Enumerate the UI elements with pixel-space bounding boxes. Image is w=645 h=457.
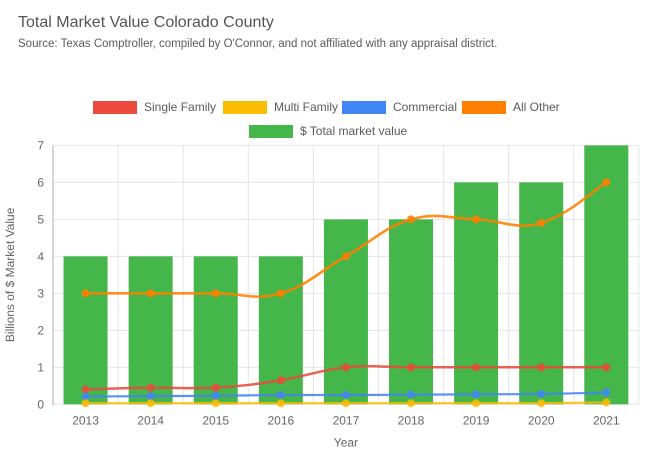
svg-text:Billions of $ Market Value: Billions of $ Market Value	[3, 207, 17, 342]
svg-text:2020: 2020	[528, 413, 555, 427]
svg-text:6: 6	[37, 175, 44, 189]
svg-text:2016: 2016	[267, 413, 294, 427]
svg-text:2: 2	[37, 323, 44, 337]
svg-text:4: 4	[37, 249, 44, 263]
svg-text:0: 0	[37, 397, 44, 411]
svg-text:5: 5	[37, 212, 44, 226]
svg-text:2018: 2018	[398, 413, 425, 427]
svg-text:Year: Year	[334, 435, 358, 449]
svg-text:2021: 2021	[593, 413, 620, 427]
svg-text:7: 7	[37, 140, 44, 152]
svg-text:2015: 2015	[202, 413, 229, 427]
svg-text:2014: 2014	[137, 413, 164, 427]
svg-text:2019: 2019	[463, 413, 490, 427]
svg-text:3: 3	[37, 286, 44, 300]
svg-text:2013: 2013	[72, 413, 99, 427]
svg-text:2017: 2017	[333, 413, 360, 427]
svg-text:1: 1	[37, 360, 44, 374]
